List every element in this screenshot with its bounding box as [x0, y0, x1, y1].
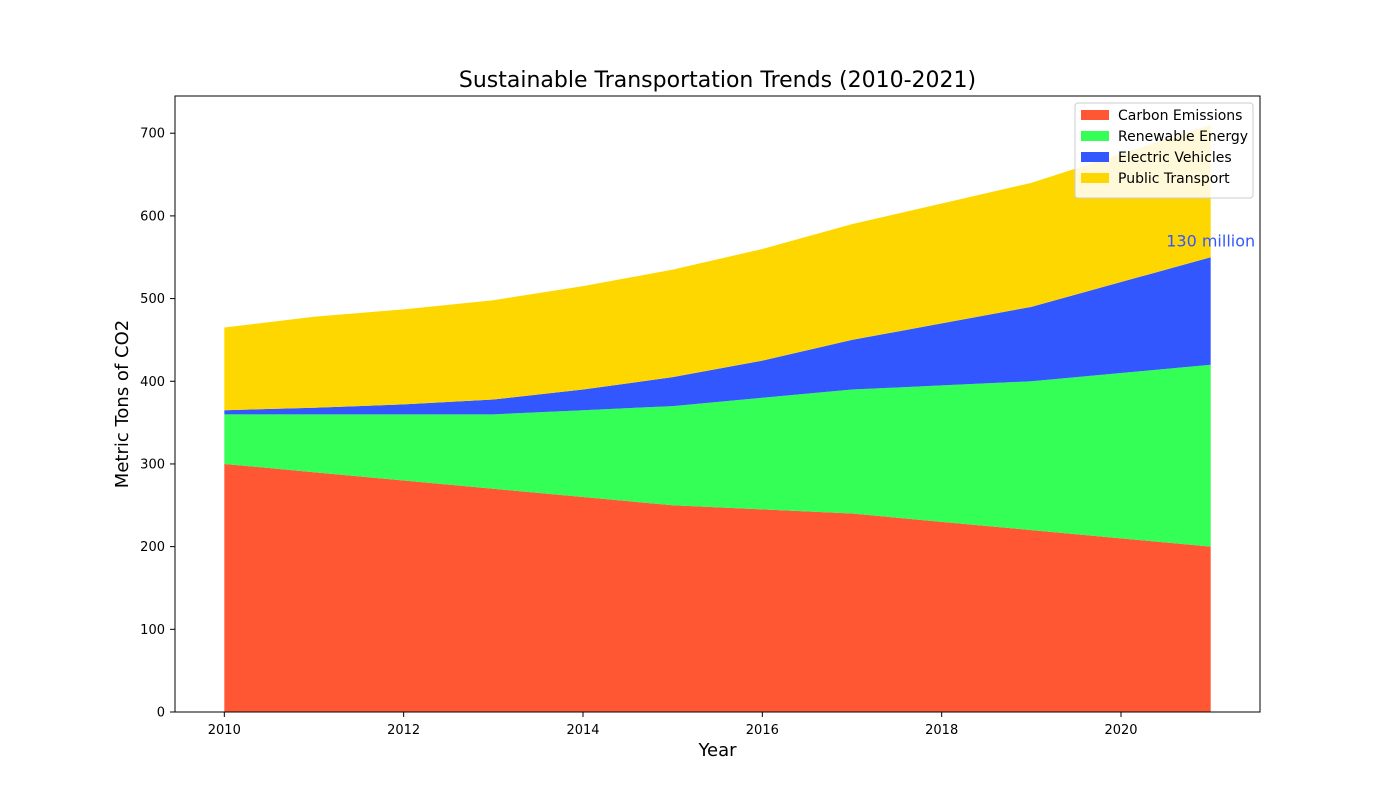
area-electric-vehicles — [224, 257, 1211, 415]
x-tick-label: 2012 — [387, 723, 420, 738]
chart-title: Sustainable Transportation Trends (2010-… — [459, 68, 976, 93]
x-tick-label: 2018 — [925, 723, 958, 738]
y-tick-label: 400 — [140, 375, 165, 390]
x-axis: 2010 2012 2014 2016 2018 2020 — [208, 712, 1138, 738]
y-tick-label: 500 — [140, 292, 165, 307]
y-tick-label: 0 — [157, 706, 165, 721]
y-tick-label: 700 — [140, 127, 165, 142]
legend-box — [1074, 102, 1254, 199]
plot-frame — [174, 95, 1261, 713]
y-tick-label: 100 — [140, 623, 165, 638]
annotations: 130 million — [1166, 232, 1255, 251]
legend: Carbon Emissions Renewable Energy Electric… — [1074, 102, 1254, 199]
legend-swatch-public-transport — [1081, 173, 1109, 183]
annotation-label: 130 million — [1166, 232, 1255, 251]
x-tick-label: 2010 — [208, 723, 241, 738]
area-renewable-energy — [224, 364, 1211, 547]
legend-swatch-electric-vehicles — [1081, 152, 1109, 162]
y-tick-label: 300 — [140, 457, 165, 472]
stacked-areas — [224, 124, 1211, 712]
y-axis-label: Metric Tons of CO2 — [112, 320, 133, 488]
legend-label-renewable-energy: Renewable Energy — [1118, 129, 1248, 145]
y-axis: 0 100 200 300 400 500 600 700 — [140, 127, 175, 721]
x-tick-label: 2020 — [1104, 723, 1137, 738]
legend-label-public-transport: Public Transport — [1118, 171, 1230, 187]
y-tick-label: 600 — [140, 209, 165, 224]
legend-swatch-carbon-emissions — [1081, 110, 1109, 120]
x-tick-label: 2014 — [566, 723, 599, 738]
legend-label-carbon-emissions: Carbon Emissions — [1118, 108, 1242, 124]
area-public-transport — [224, 124, 1211, 411]
legend-label-electric-vehicles: Electric Vehicles — [1118, 150, 1232, 166]
legend-swatch-renewable-energy — [1081, 131, 1109, 141]
y-tick-label: 200 — [140, 540, 165, 555]
area-carbon-emissions — [224, 463, 1211, 712]
x-axis-label: Year — [697, 740, 737, 761]
x-tick-label: 2016 — [746, 723, 779, 738]
